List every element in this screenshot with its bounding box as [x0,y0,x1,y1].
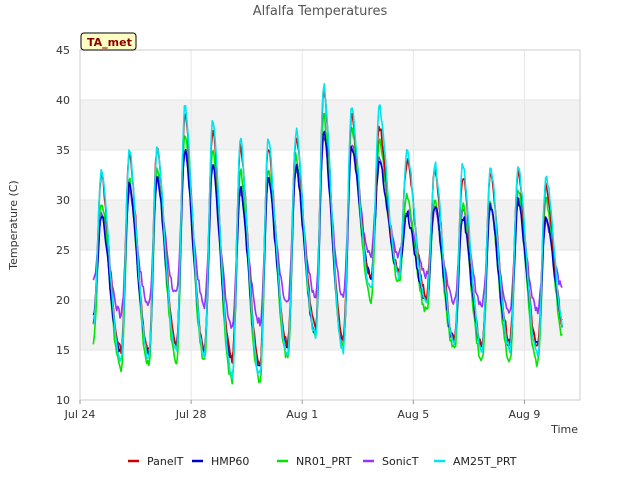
y-tick-label: 30 [56,194,70,207]
y-tick-label: 15 [56,344,70,357]
y-tick-label: 35 [56,144,70,157]
band [80,100,580,150]
y-tick-label: 40 [56,94,70,107]
y-tick-label: 20 [56,294,70,307]
x-axis-ticks: Jul 24 Jul 28 Aug 1 Aug 5 Aug 9 [64,400,540,421]
x-tick-label: Jul 28 [175,408,207,421]
legend-label: PanelT [147,455,184,468]
x-tick-label: Aug 1 [286,408,318,421]
legend-label: HMP60 [211,455,249,468]
y-tick-label: 10 [56,394,70,407]
station-badge: TA_met [80,32,137,51]
legend-label: SonicT [382,455,419,468]
y-tick-label: 45 [56,44,70,57]
series-lines [92,83,563,385]
x-tick-label: Aug 5 [397,408,429,421]
x-axis-label: Time [550,423,578,436]
plot-frame [79,49,581,401]
y-axis-ticks: 10 15 20 25 30 35 40 45 [56,44,70,407]
band [80,300,580,350]
x-tick-label: Aug 9 [508,408,540,421]
legend: PanelT HMP60 NR01_PRT SonicT AM25T_PRT [128,455,517,468]
y-tick-label: 25 [56,244,70,257]
legend-label: NR01_PRT [296,455,352,468]
chart-title: Alfalfa Temperatures [253,4,388,19]
badge-label: TA_met [87,36,132,49]
badge-box [80,32,137,51]
series-line-AM25T_PRT [92,83,563,380]
x-tick-label: Jul 24 [64,408,96,421]
y-axis-label: Temperature (C) [7,180,20,270]
legend-label: AM25T_PRT [453,455,517,468]
